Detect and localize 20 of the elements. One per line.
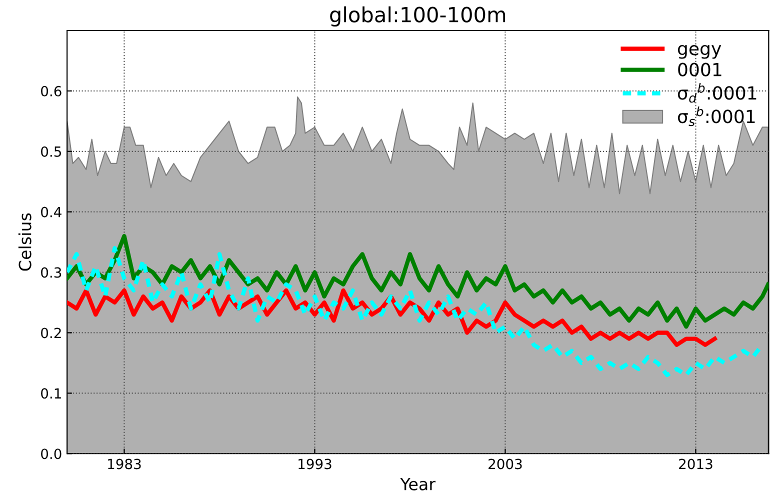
legend-label: σ$_{d}$$^{b}$:0001 [678, 83, 756, 103]
x-axis-title: Year [400, 478, 436, 490]
x-tick-label: 1983 [108, 458, 141, 470]
x-tick-label: 1993 [298, 458, 332, 470]
y-axis-title: Celsius [18, 213, 32, 271]
y-tick-label: 0.2 [41, 328, 61, 338]
y-tick-label: 0.3 [41, 267, 62, 278]
y-tick-label: 0.6 [41, 86, 62, 96]
y-tick-label: 0.5 [41, 146, 62, 157]
y-tick-label: 0.0 [41, 448, 62, 460]
x-tick-label: 2003 [488, 458, 522, 470]
legend-label: gegy [678, 44, 722, 59]
line-series [67, 234, 769, 329]
chart-title: global:100-100m [330, 6, 506, 27]
y-tick-label: 0.4 [41, 206, 62, 218]
line-series [67, 288, 717, 347]
legend-label: 0001 [678, 62, 722, 76]
x-tick-label: 2013 [679, 458, 712, 470]
legend-label: σ$_{s}$$^{b}$:0001 [678, 106, 755, 126]
y-tick-label: 0.1 [41, 388, 61, 399]
